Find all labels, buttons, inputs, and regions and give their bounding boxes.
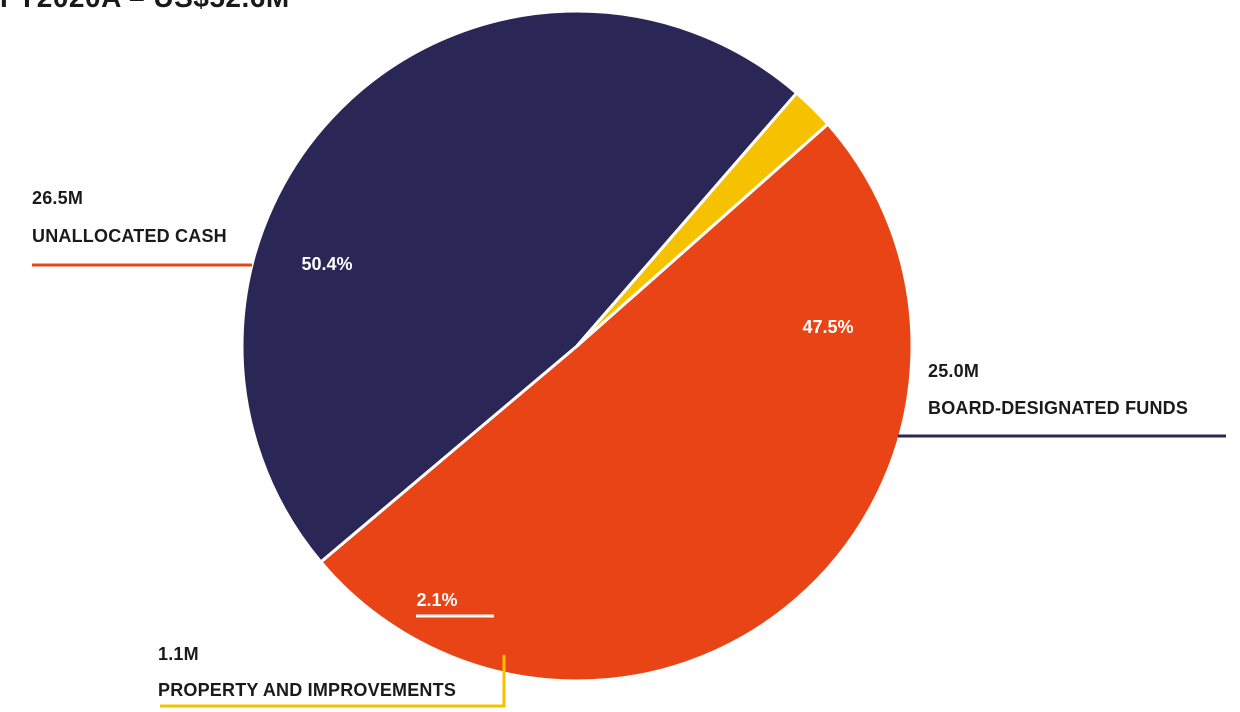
leader-line-property <box>160 655 506 708</box>
percent-label-property: 2.1% <box>416 590 457 610</box>
pie-slice-property <box>575 90 831 348</box>
chart-title: FY2020A – US$52.6M <box>0 0 290 14</box>
slice-value-label-property: 1.1M <box>158 644 199 664</box>
slice-name-label-unallocated: UNALLOCATED CASH <box>32 226 227 246</box>
slice-value-label-board: 25.0M <box>928 361 980 381</box>
slice-name-label-property: PROPERTY AND IMPROVEMENTS <box>158 680 457 700</box>
slice-name-label-board: BOARD-DESIGNATED FUNDS <box>928 398 1189 418</box>
pie-slice-unallocated <box>318 121 914 683</box>
percent-label-board: 47.5% <box>802 317 853 337</box>
percent-label-unallocated: 50.4% <box>301 254 352 274</box>
pie-slice-board <box>240 9 799 565</box>
slice-value-label-unallocated: 26.5M <box>32 188 84 208</box>
